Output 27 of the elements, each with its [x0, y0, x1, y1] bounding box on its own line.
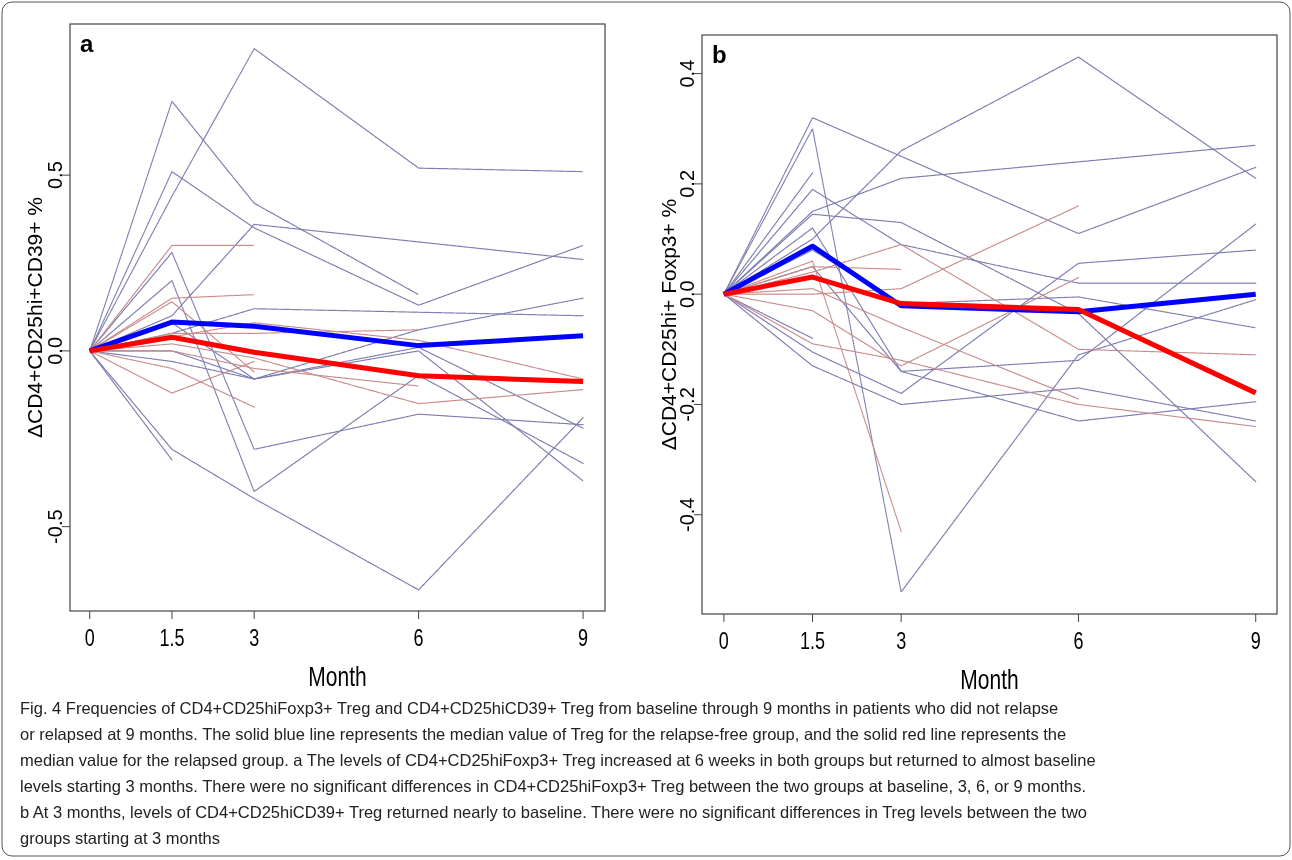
- x-axis-title: Month: [960, 664, 1019, 695]
- x-tick-label: 6: [413, 624, 424, 651]
- text: b At 3 months, levels of CD4+CD25hiCD39+ Treg returned nearly to baseline. There were no significant differences in Treg levels between the two: [20, 803, 1087, 821]
- x-tick-label: 9: [1250, 627, 1261, 654]
- x-axis-title: Month: [308, 661, 367, 692]
- text: median value for the relapsed group. a The levels of CD4+CD25hiFoxp3+ Treg increased at 6 weeks in both groups but returned to almost baseline: [20, 751, 1096, 769]
- x-tick-label: 3: [249, 624, 260, 651]
- text: levels starting 3 months. There were no significant differences in CD4+CD25hiFoxp3+ Treg between the two groups at baseline, 3, 6, or 9 months.: [20, 777, 1087, 795]
- x-tick-label: 1.5: [159, 624, 185, 651]
- y-tick-label: 0.5: [44, 161, 66, 190]
- text: groups starting at 3 months: [20, 829, 220, 847]
- y-tick-label: -0.4: [676, 497, 698, 532]
- x-tick-label: 0: [84, 624, 95, 651]
- y-tick-label: -0.5: [44, 509, 66, 544]
- caption: Fig. 4 Frequencies of CD4+CD25hiFoxp3+ Treg and CD4+CD25hiCD39+ Treg from baseline through 9 months in patients who did not relapse: [20, 699, 1059, 717]
- x-tick-label: 6: [1073, 627, 1084, 654]
- y-tick-label: 0.4: [676, 59, 698, 88]
- x-tick-label: 0: [718, 627, 729, 654]
- y-tick-label: 0.0: [44, 336, 66, 365]
- x-tick-label: 3: [896, 627, 907, 654]
- chart-title: b: [712, 41, 727, 68]
- chart-title: a: [80, 30, 94, 57]
- y-axis-title: ΔCD4+CD25hi+CD39+ %: [23, 196, 46, 439]
- x-tick-label: 9: [578, 624, 589, 651]
- y-tick-label: 0.2: [676, 169, 698, 198]
- x-tick-label: 1.5: [800, 627, 826, 654]
- text: or relapsed at 9 months. The solid blue line represents the median value of Treg for the relapse-free group, and the solid red line represents the: [20, 725, 1067, 743]
